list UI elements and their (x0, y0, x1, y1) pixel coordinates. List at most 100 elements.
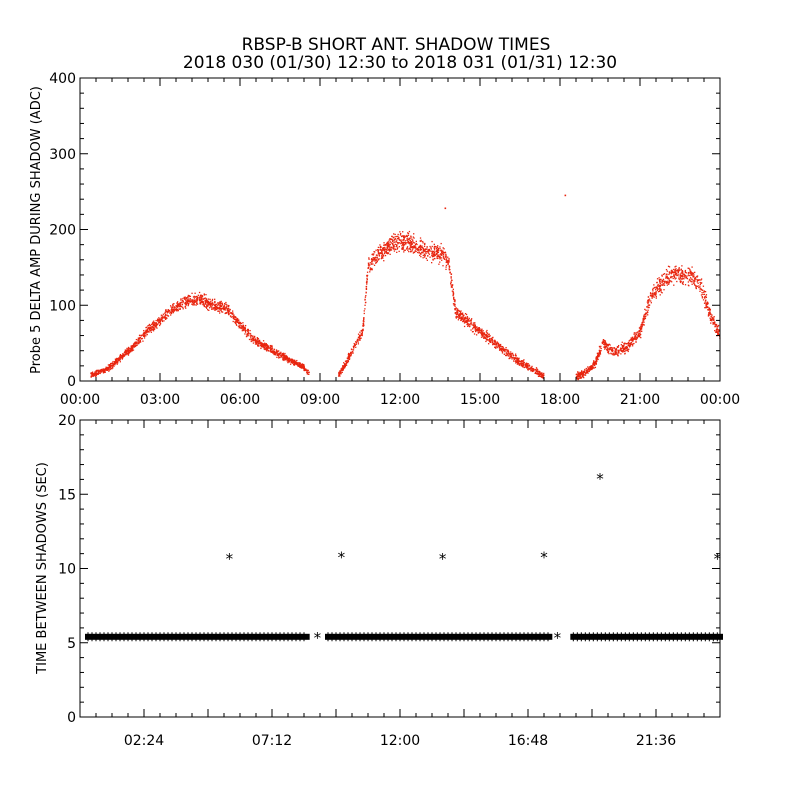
amplitude-point (355, 341, 358, 344)
amplitude-point (582, 373, 585, 375)
amplitude-point (180, 298, 182, 300)
amplitude-point (238, 322, 240, 325)
amplitude-point (496, 346, 498, 349)
amplitude-point (223, 306, 225, 308)
amplitude-point (452, 288, 454, 290)
amplitude-point (621, 350, 623, 353)
amplitude-point (173, 303, 175, 305)
amplitude-point (94, 371, 96, 373)
amplitude-point (679, 273, 681, 275)
amplitude-point (655, 293, 657, 295)
amplitude-point (357, 336, 360, 339)
amplitude-point (178, 308, 180, 310)
amplitude-point (144, 331, 147, 333)
amplitude-point (206, 309, 209, 311)
amplitude-point (682, 277, 684, 280)
amplitude-point (695, 287, 697, 289)
amplitude-point (504, 350, 506, 352)
amplitude-point (164, 317, 166, 319)
amplitude-point (402, 243, 404, 246)
amplitude-point (611, 347, 613, 349)
amplitude-point (265, 347, 267, 350)
amplitude-point (455, 317, 458, 319)
amplitude-point (198, 291, 201, 294)
y-tick-label: 20 (58, 413, 76, 429)
amplitude-point (354, 344, 356, 346)
amplitude-point (454, 309, 456, 311)
amplitude-point (662, 278, 665, 280)
amplitude-point (378, 253, 380, 256)
amplitude-point (465, 313, 468, 316)
amplitude-point (390, 239, 392, 241)
amplitude-point (148, 326, 150, 329)
amplitude-point (663, 273, 666, 275)
amplitude-point (452, 290, 454, 292)
amplitude-point (454, 299, 456, 302)
amplitude-point (449, 272, 451, 274)
amplitude-point (182, 301, 184, 304)
amplitude-point (300, 366, 303, 368)
amplitude-point (448, 261, 450, 263)
amplitude-point (673, 276, 676, 279)
amplitude-point (427, 249, 429, 251)
amplitude-point (452, 303, 455, 305)
amplitude-point (588, 370, 590, 373)
amplitude-point (384, 254, 387, 257)
amplitude-point (674, 278, 676, 280)
amplitude-point (400, 239, 402, 241)
amplitude-point (447, 262, 449, 264)
amplitude-point (187, 302, 189, 304)
amplitude-point (587, 367, 589, 370)
amplitude-point (638, 336, 641, 338)
amplitude-point (494, 340, 496, 342)
amplitude-point (410, 236, 412, 238)
amplitude-point (221, 307, 223, 310)
amplitude-point (368, 263, 370, 265)
amplitude-point (419, 240, 421, 242)
amplitude-point (399, 234, 402, 236)
amplitude-point (650, 295, 652, 297)
amplitude-point (631, 345, 634, 347)
amplitude-point (155, 325, 157, 328)
amplitude-point (346, 357, 349, 359)
amplitude-point (388, 239, 390, 241)
amplitude-point (635, 333, 637, 336)
amplitude-point (214, 307, 216, 310)
amplitude-point (473, 323, 475, 326)
amplitude-point (641, 324, 643, 326)
amplitude-point (152, 330, 155, 332)
amplitude-point (129, 351, 132, 353)
amplitude-point (130, 347, 132, 349)
amplitude-point (383, 260, 385, 262)
amplitude-point (348, 355, 350, 357)
amplitude-point (443, 252, 446, 254)
amplitude-point (485, 331, 488, 333)
amplitude-point (180, 299, 182, 301)
amplitude-point (623, 348, 626, 350)
amplitude-point (397, 235, 399, 238)
amplitude-point (710, 318, 712, 320)
amplitude-point (452, 294, 454, 296)
amplitude-point (674, 266, 676, 268)
amplitude-point (542, 377, 544, 379)
amplitude-point (218, 312, 221, 314)
amplitude-point (440, 242, 442, 245)
amplitude-point (535, 372, 537, 375)
amplitude-point (460, 318, 463, 320)
amplitude-point (209, 303, 212, 305)
amplitude-point (656, 281, 658, 284)
x-tick-label: 15:00 (460, 392, 500, 408)
amplitude-point (181, 304, 183, 306)
amplitude-point (700, 289, 702, 291)
amplitude-point (375, 259, 378, 261)
amplitude-point (419, 237, 422, 239)
amplitude-point (507, 350, 510, 353)
amplitude-point (262, 346, 264, 348)
amplitude-point (540, 372, 542, 374)
amplitude-point (372, 253, 374, 255)
amplitude-point (265, 346, 268, 349)
amplitude-point (482, 331, 484, 333)
amplitude-point (666, 282, 668, 284)
amplitude-point (393, 237, 395, 239)
amplitude-point (641, 321, 644, 323)
